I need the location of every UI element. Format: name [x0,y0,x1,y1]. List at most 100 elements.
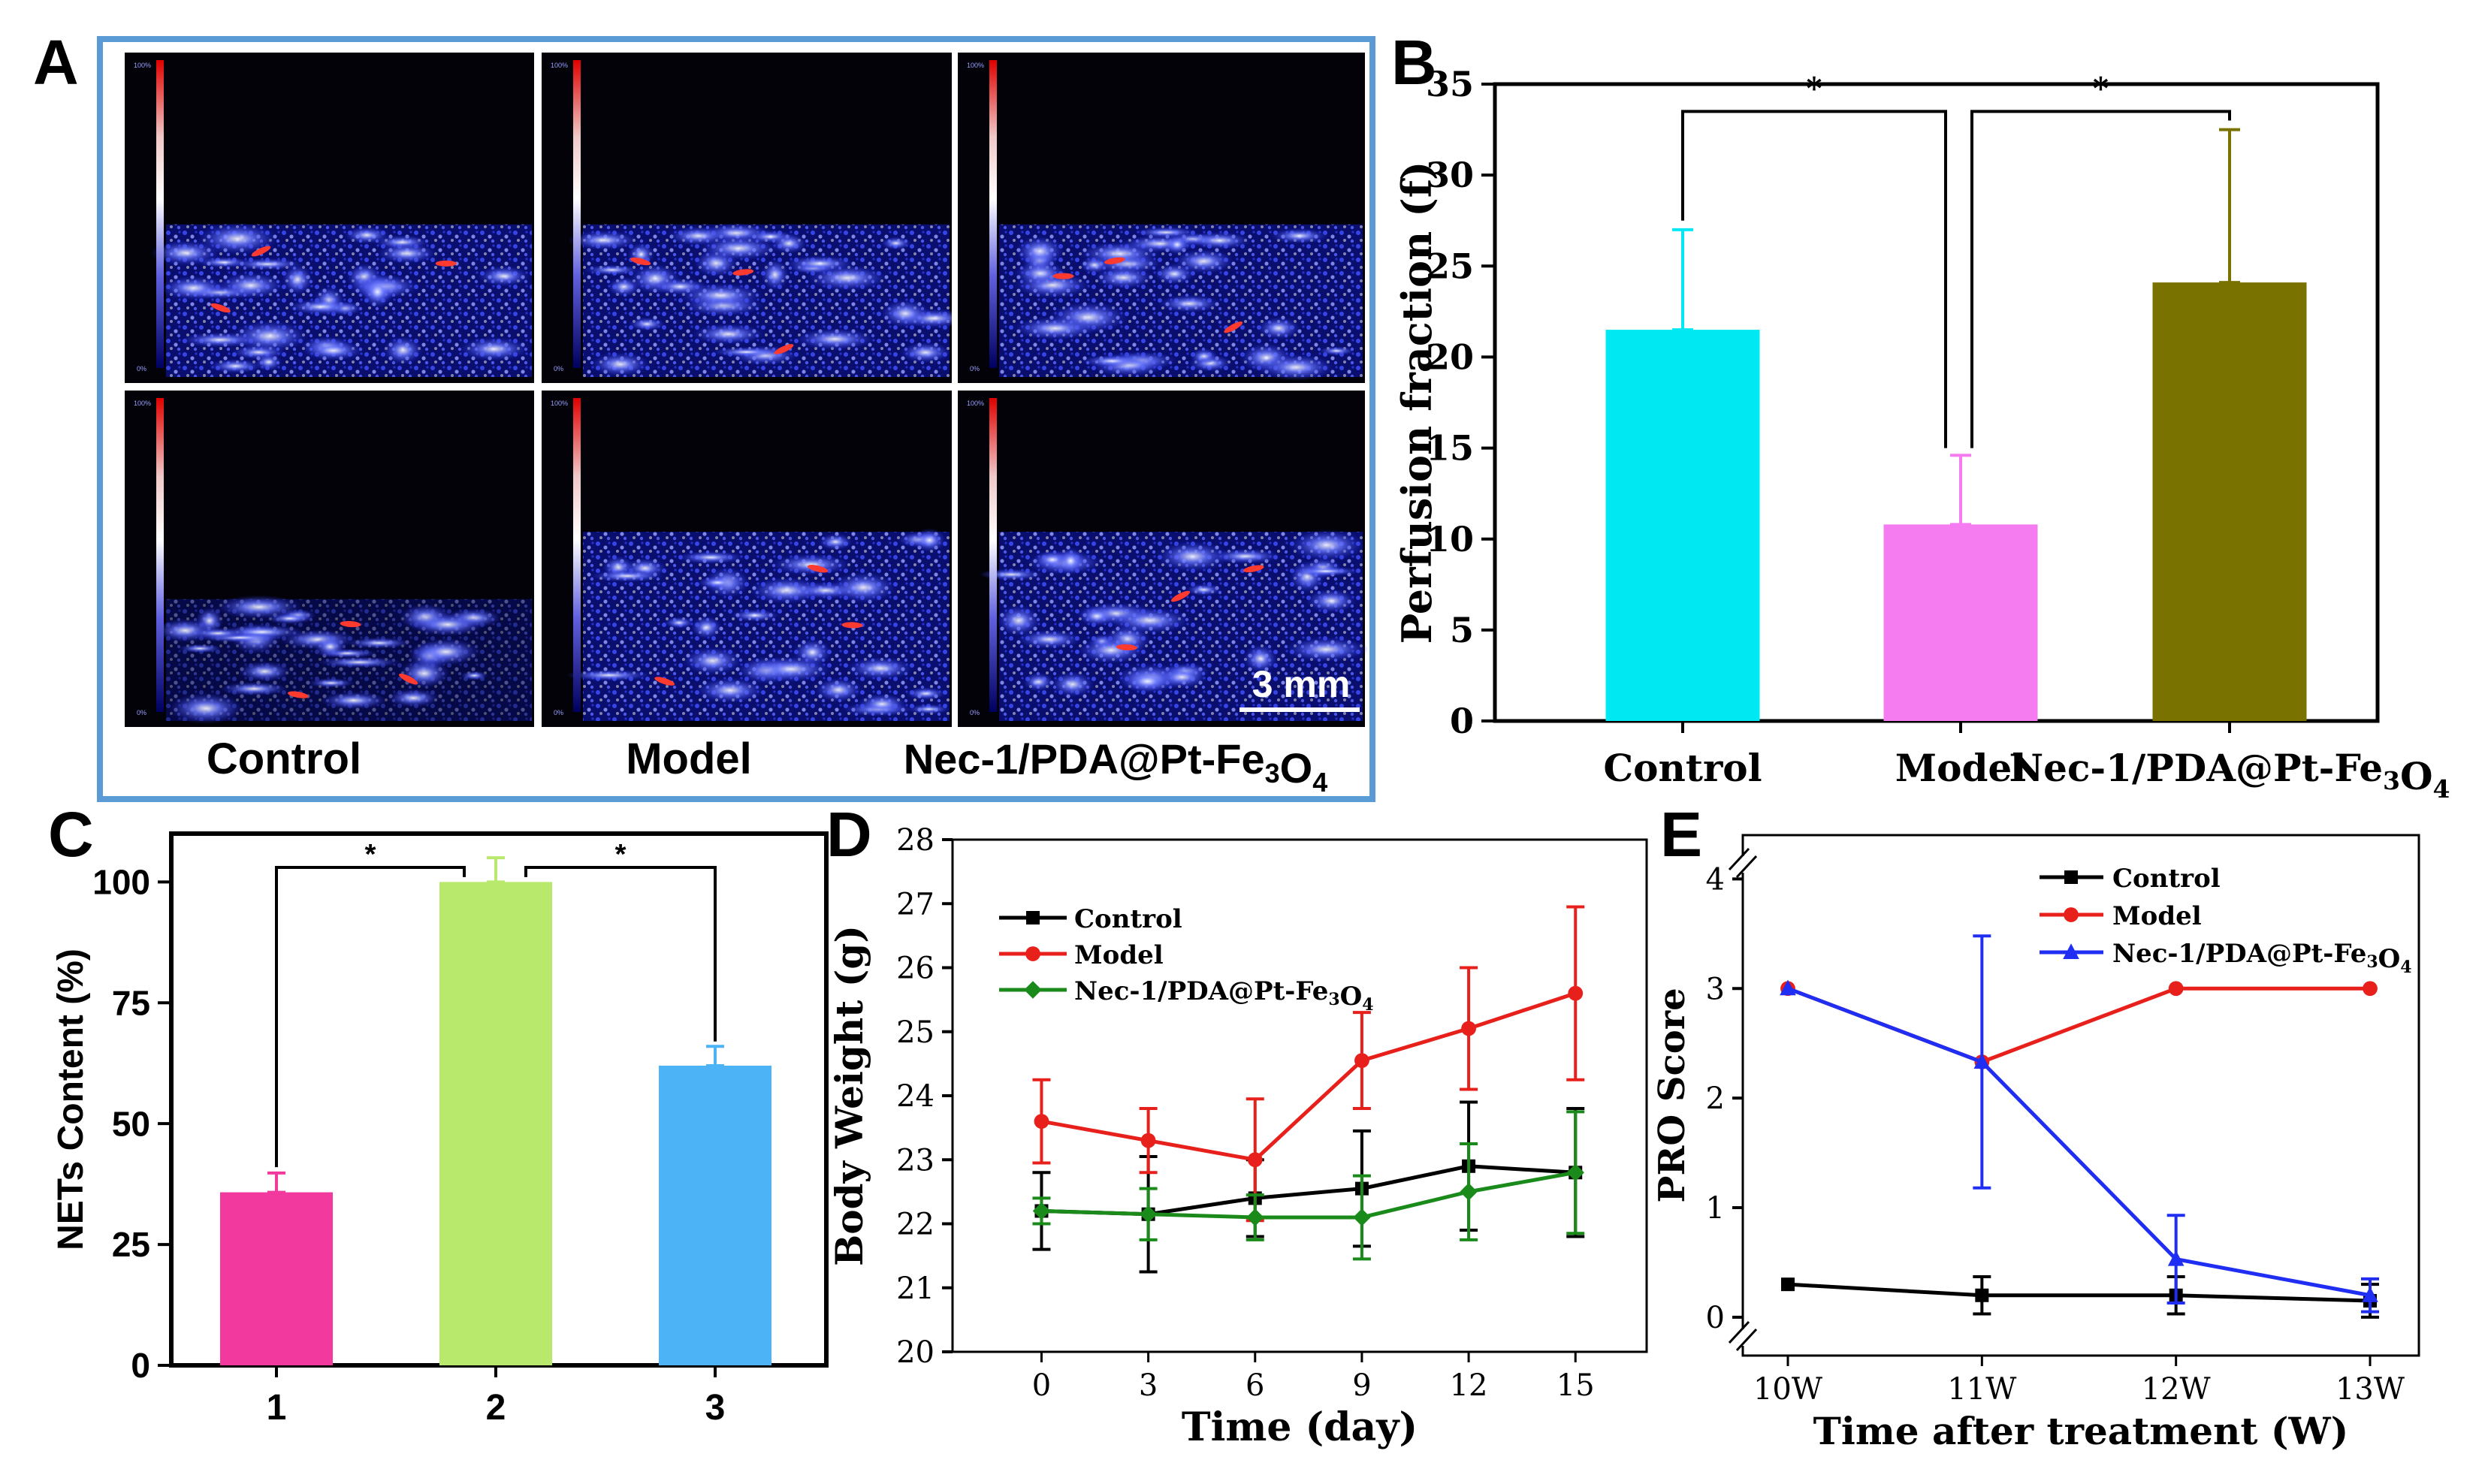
speckle-blob [690,615,723,640]
series-line-2 [1787,986,2371,1298]
data-point [2167,1250,2185,1266]
data-point [1034,1114,1049,1129]
speckle-blob [880,299,931,328]
speckle-blob [770,553,852,576]
speckle-blob [1283,636,1369,662]
speckle-blob [696,576,738,590]
y-tick-label: 0 [1450,701,1474,741]
y-tick-label: 20 [1426,337,1474,378]
speckle-blob [1155,541,1230,572]
speckle-blob [1022,672,1055,692]
speckle-blob [793,327,877,351]
x-tick-label: 11W [1947,1372,2016,1407]
speckle-blob [1288,529,1366,562]
x-tick-label: 3 [1139,1368,1158,1403]
speckle-blob [856,693,908,715]
y-axis-label: PRO Score [1651,988,1693,1202]
y-tick-label: 2 [1706,1081,1725,1116]
panel-b: B 0 5 10 15 20 25 30 35 Perfusion fraction (f) Co… [1391,27,2450,804]
flow-spot [630,257,651,266]
flow-spot [1170,590,1191,602]
speckle-blob [676,550,745,565]
y-tick-label: 25 [1426,246,1474,286]
y-tick-label: 27 [896,887,935,921]
x-tick-label: 6 [1246,1368,1264,1403]
x-tick-label: 12W [2142,1372,2211,1407]
speckle-blob [150,240,221,266]
series-line-1 [1787,986,2370,1064]
data-point [1353,1208,1371,1226]
speckle-blob [1242,644,1279,674]
speckle-blob [628,317,666,331]
panel-a-label-control: Control [207,734,361,783]
data-point [1024,981,1042,999]
colorbar [573,398,581,712]
data-point [1246,1208,1264,1226]
speckle-blob [770,233,808,254]
speckle-blob [190,627,246,639]
data-point [1781,1277,1795,1292]
speckle-blob [460,671,488,680]
series-line-1 [1041,991,1577,1162]
bar-1 [1883,524,2038,721]
scale-bar-label: 3 mm [1252,663,1351,705]
legend-label: Nec-1/PDA@Pt-Fe3O4 [1074,976,1374,1015]
y-tick-label: 21 [896,1271,935,1306]
x-tick-label: 15 [1556,1368,1595,1403]
speckle-blob [1056,547,1085,575]
speckle-blob [566,669,653,681]
speckle-blob [1257,354,1336,382]
y-tick-label: 0 [131,1346,150,1385]
colorbar-bottom-label: 0% [554,709,563,716]
x-axis-label: Time after treatment (W) [1813,1409,2349,1453]
speckle-blob [1016,629,1082,650]
data-point [1568,985,1584,1001]
speckle-blob [1289,566,1363,576]
colorbar-top-label: 100% [967,62,984,69]
x-tick-label: Nec-1/PDA@Pt-Fe3O4 [2009,746,2450,804]
speckle-blob [829,572,897,604]
speckle-blob [711,346,782,357]
speckle-blob [651,278,709,295]
bar-2 [659,1065,771,1365]
speckle-blob [409,613,485,636]
x-tick-label: 0 [1032,1368,1051,1403]
panel-a-label-nec: Nec-1/PDA@Pt-Fe3O4 [904,735,1328,798]
perfusion-bar-chart: 0 5 10 15 20 25 30 35 Perfusion fraction (f) Cont… [1393,64,2450,804]
y-tick-label: 30 [1426,155,1474,195]
colorbar-bottom-label: 0% [137,365,146,373]
data-point [2168,981,2184,997]
y-tick-label: 25 [896,1015,935,1050]
speckle-blob [1270,228,1330,244]
axis-break-mark [1728,847,1750,871]
significance-star: * [365,839,376,870]
speckle-blob [814,677,863,703]
colorbar-bottom-label: 0% [554,365,563,373]
legend-label: Nec-1/PDA@Pt-Fe3O4 [2112,939,2412,977]
speckle-blob [180,332,261,348]
colorbar-top-label: 100% [134,400,151,407]
speckle-blob [1015,235,1065,267]
speckle-blob [979,569,1044,581]
speckle-blob [691,323,765,345]
speckle-blob [682,646,743,675]
data-point [1025,946,1040,961]
speckle-blob [1013,261,1067,286]
panel-letter-a: A [33,27,79,98]
colorbar-bottom-label: 0% [970,365,980,373]
nets-bar-chart: 0 25 50 75 100 NETs Content (%) 1 2 3 * * [51,831,829,1428]
x-tick-label: 3 [705,1388,726,1428]
colorbar-top-label: 100% [967,400,984,407]
speckle-blob [1050,671,1095,698]
flow-spot [808,565,829,573]
speckle-blob [907,704,951,715]
speckle-blob [411,638,481,666]
speckle-blob [590,569,666,583]
data-point [1139,1205,1158,1223]
speckle-blob [1164,234,1191,255]
colorbar-top-label: 100% [551,400,568,407]
x-tick-label: 9 [1352,1368,1371,1403]
y-tick-label: 24 [896,1079,935,1114]
body-weight-line-chart: 20 21 22 23 24 25 26 27 28 0 3 6 9 12 15 Time (day) Body… [827,823,1648,1450]
